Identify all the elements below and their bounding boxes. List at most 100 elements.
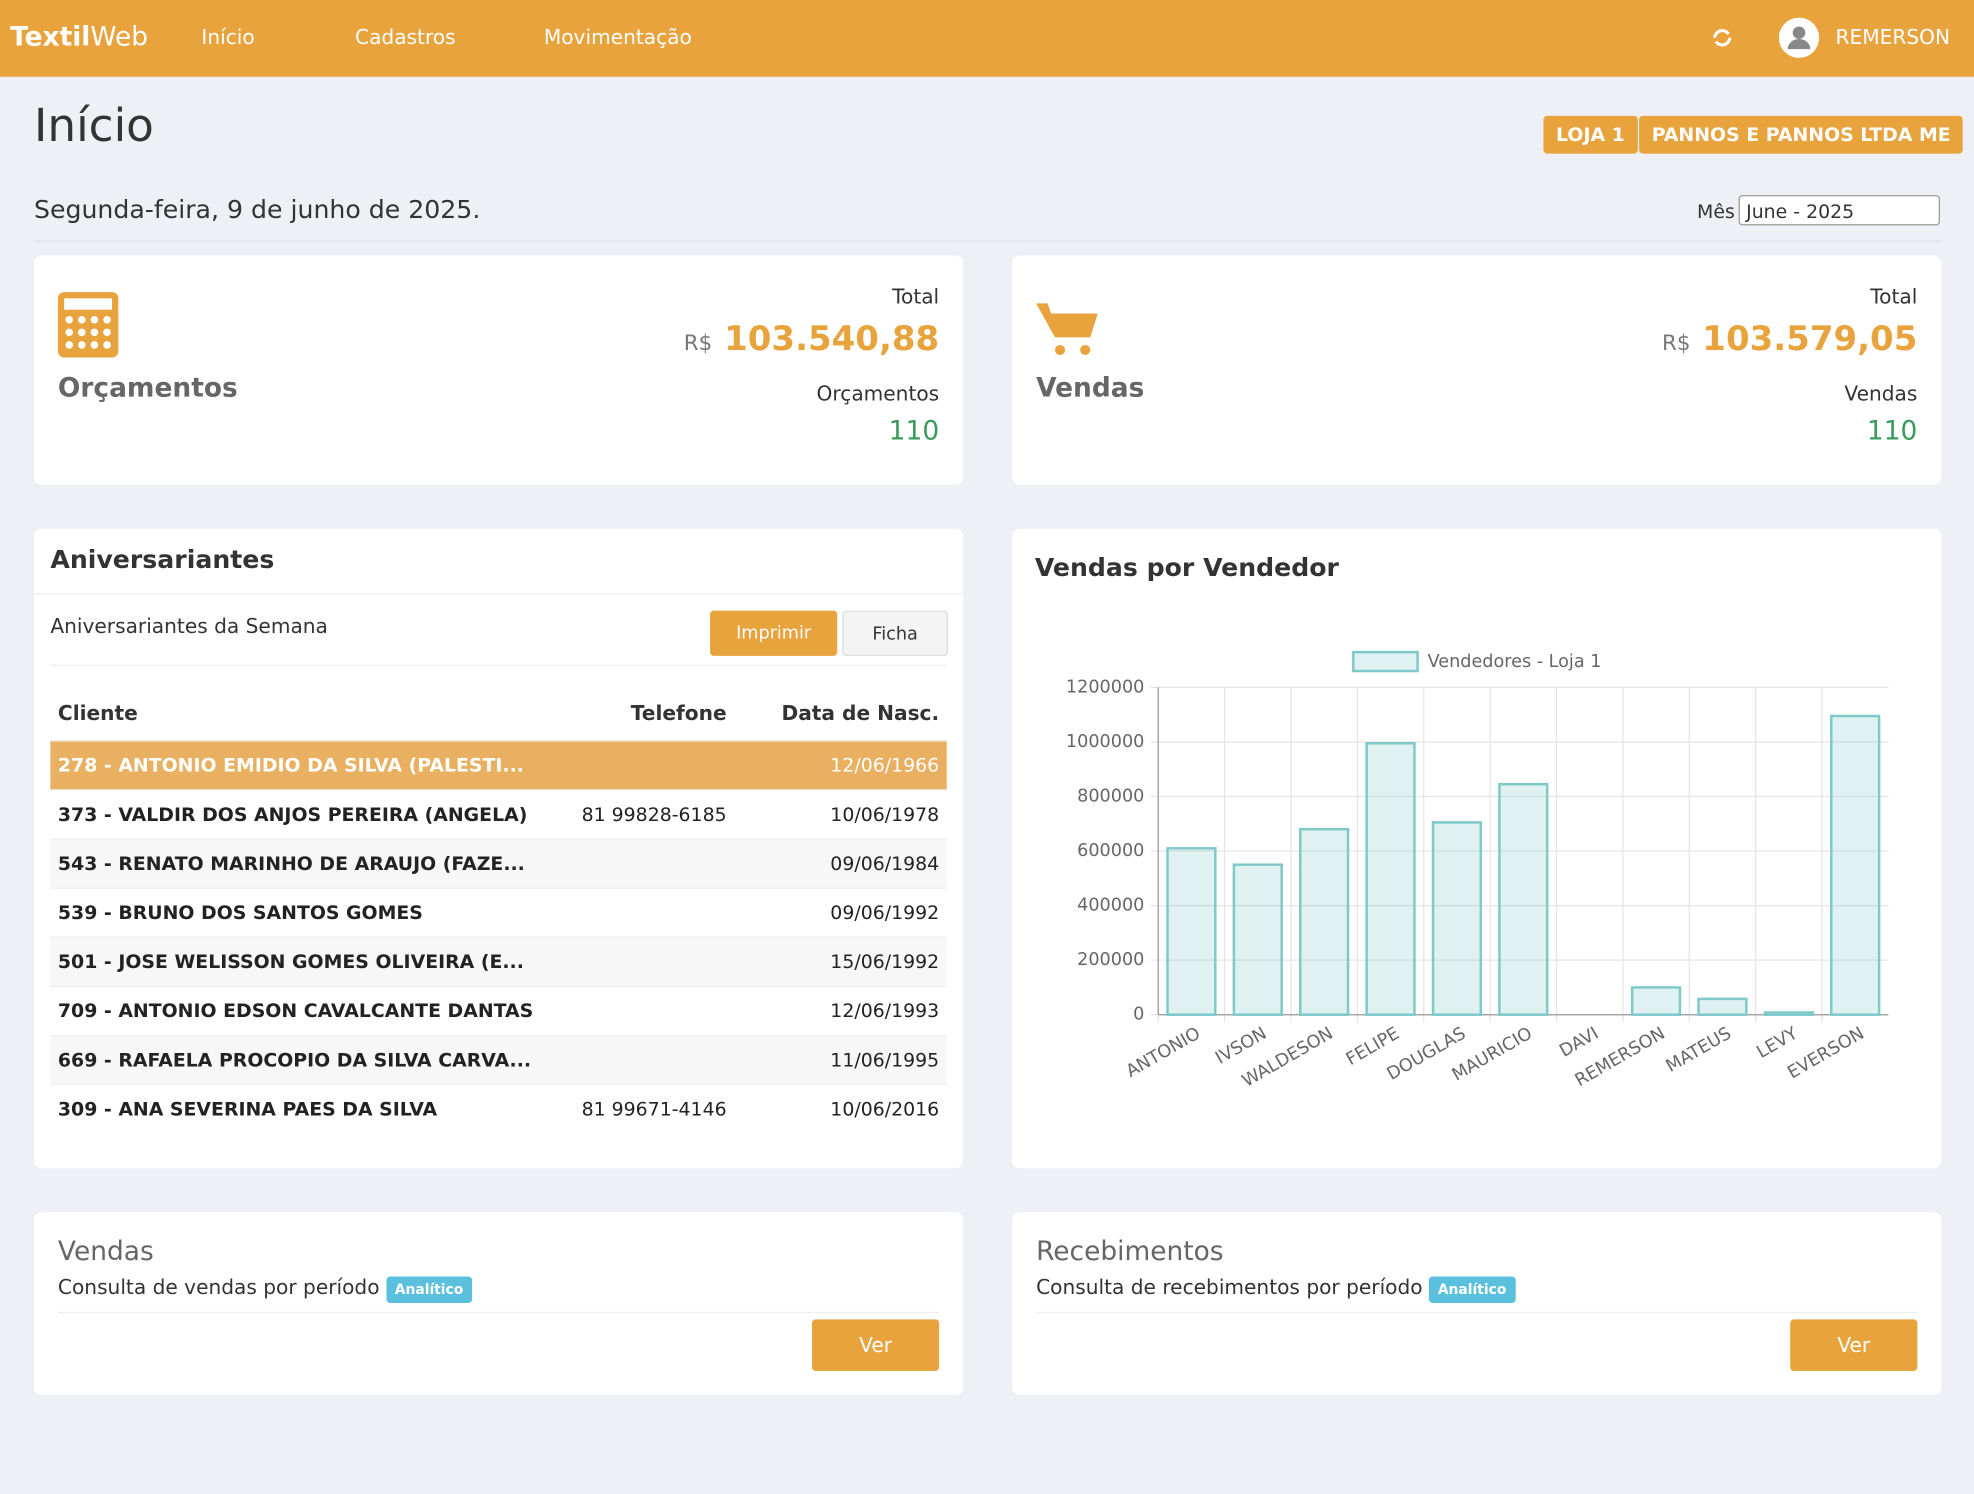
y-tick-label: 0 [1133, 1005, 1144, 1025]
bar [1367, 743, 1415, 1014]
column-header: Data de Nasc. [781, 701, 939, 725]
badge: PANNOS E PANNOS LTDA ME [1639, 116, 1963, 154]
total-label: Total [892, 285, 939, 309]
total-label: Total [1870, 285, 1917, 309]
navbar: TextilWeb Início Cadastros Movimentação … [0, 0, 1974, 77]
birth-cell: 09/06/1992 [830, 901, 939, 924]
table-row: 278 - ANTONIO EMIDIO DA SILVA (PALESTI..… [50, 740, 946, 790]
month-label: Mês [1697, 200, 1735, 223]
bar [1168, 848, 1216, 1014]
y-tick-label: 1200000 [1066, 677, 1144, 697]
view-button[interactable]: Ver [812, 1319, 939, 1371]
badge: LOJA 1 [1543, 116, 1637, 154]
x-tick-label: MATEUS [1663, 1024, 1735, 1077]
tag: Analítico [1429, 1277, 1515, 1303]
y-tick-label: 600000 [1077, 841, 1144, 861]
card-title: Vendas [1036, 373, 1144, 403]
divider [50, 665, 946, 666]
brand[interactable]: TextilWeb [10, 21, 148, 51]
cart-icon [1035, 300, 1100, 358]
legend-label: Vendedores - Loja 1 [1428, 652, 1602, 672]
currency: R$ [684, 331, 713, 356]
report-card: Recebimentos Consulta de recebimentos po… [1012, 1212, 1941, 1395]
bar [1433, 822, 1481, 1014]
birth-cell: 10/06/2016 [830, 1098, 939, 1121]
total: R$ 103.579,05 [1662, 320, 1917, 359]
client-cell: 501 - JOSE WELISSON GOMES OLIVEIRA (E... [58, 950, 524, 973]
x-tick-label: DAVI [1556, 1024, 1602, 1062]
report-title: Recebimentos [1036, 1236, 1223, 1266]
brand-b: Web [90, 21, 148, 51]
bar [1632, 987, 1680, 1014]
currency: R$ [1662, 331, 1691, 356]
y-tick-label: 1000000 [1066, 732, 1144, 752]
divider [34, 593, 963, 594]
view-button[interactable]: Ver [1790, 1319, 1917, 1371]
report-title: Vendas [58, 1236, 154, 1266]
birth-cell: 12/06/1993 [830, 1000, 939, 1023]
card-title: Aniversariantes [50, 544, 274, 574]
client-cell: 539 - BRUNO DOS SANTOS GOMES [58, 901, 423, 924]
client-cell: 709 - ANTONIO EDSON CAVALCANTE DANTAS [58, 1000, 533, 1023]
phone-cell: 81 99671-4146 [582, 1098, 727, 1121]
divider [34, 240, 1941, 241]
birth-cell: 12/06/1966 [830, 754, 939, 777]
date: Segunda-feira, 9 de junho de 2025. [34, 194, 480, 224]
refresh-icon[interactable] [1711, 26, 1734, 49]
bar [1300, 829, 1348, 1014]
table-row: 373 - VALDIR DOS ANJOS PEREIRA (ANGELA)8… [50, 789, 946, 839]
chart: Vendas por Vendedor 02000004000006000008… [1012, 529, 1941, 1169]
count: 110 [1867, 415, 1917, 445]
avatar[interactable] [1779, 18, 1819, 58]
sheet-button[interactable]: Ficha [842, 611, 948, 656]
legend-swatch [1353, 652, 1417, 671]
x-tick-label: ANTONIO [1123, 1024, 1204, 1082]
report-description: Consulta de vendas por período Analítico [58, 1275, 472, 1299]
table-row: 709 - ANTONIO EDSON CAVALCANTE DANTAS 12/… [50, 986, 946, 1036]
tag: Analítico [386, 1277, 472, 1303]
chart-card: Vendas por Vendedor 02000004000006000008… [1012, 529, 1941, 1169]
bar [1699, 999, 1747, 1015]
table-row: 501 - JOSE WELISSON GOMES OLIVEIRA (E...… [50, 937, 946, 987]
bar [1765, 1013, 1813, 1015]
brand-a: Textil [10, 21, 90, 51]
calculator-icon [57, 291, 122, 362]
column-header: Cliente [58, 701, 138, 725]
birth-cell: 11/06/1995 [830, 1049, 939, 1072]
bar [1234, 865, 1282, 1015]
divider [58, 1312, 939, 1313]
count-label: Orçamentos [817, 381, 940, 405]
description: Consulta de recebimentos por período [1036, 1275, 1423, 1299]
birth-cell: 15/06/1992 [830, 950, 939, 973]
bar [1831, 716, 1879, 1015]
birth-cell: 10/06/1978 [830, 803, 939, 826]
y-tick-label: 200000 [1077, 950, 1144, 970]
report-card: Vendas Consulta de vendas por período An… [34, 1212, 963, 1395]
nav-item[interactable]: Início [201, 25, 254, 49]
nav-item[interactable]: Cadastros [355, 25, 456, 49]
total-value: 103.579,05 [1702, 320, 1917, 359]
user-name[interactable]: REMERSON [1836, 25, 1951, 49]
birthdays-card: Aniversariantes Aniversariantes da Seman… [34, 529, 963, 1169]
report-description: Consulta de recebimentos por período Ana… [1036, 1275, 1515, 1299]
print-button[interactable]: Imprimir [710, 611, 837, 656]
month-select[interactable]: June - 2025 [1739, 195, 1940, 225]
table-row: 309 - ANA SEVERINA PAES DA SILVA 81 99671… [50, 1084, 946, 1134]
subtitle: Aniversariantes da Semana [50, 614, 328, 638]
y-tick-label: 400000 [1077, 896, 1144, 916]
nav-item[interactable]: Movimentação [544, 25, 692, 49]
client-cell: 278 - ANTONIO EMIDIO DA SILVA (PALESTI..… [58, 754, 524, 777]
x-tick-label: LEVY [1753, 1024, 1801, 1063]
divider [1036, 1312, 1917, 1313]
description: Consulta de vendas por período [58, 1275, 380, 1299]
birth-cell: 09/06/1984 [830, 852, 939, 875]
client-cell: 669 - RAFAELA PROCOPIO DA SILVA CARVA... [58, 1049, 531, 1072]
count: 110 [889, 415, 939, 445]
client-cell: 309 - ANA SEVERINA PAES DA SILVA [58, 1098, 437, 1121]
y-tick-label: 800000 [1077, 786, 1144, 806]
summary-card: Orçamentos Total R$ 103.540,88 Orçamento… [34, 256, 963, 485]
bar [1499, 784, 1547, 1014]
